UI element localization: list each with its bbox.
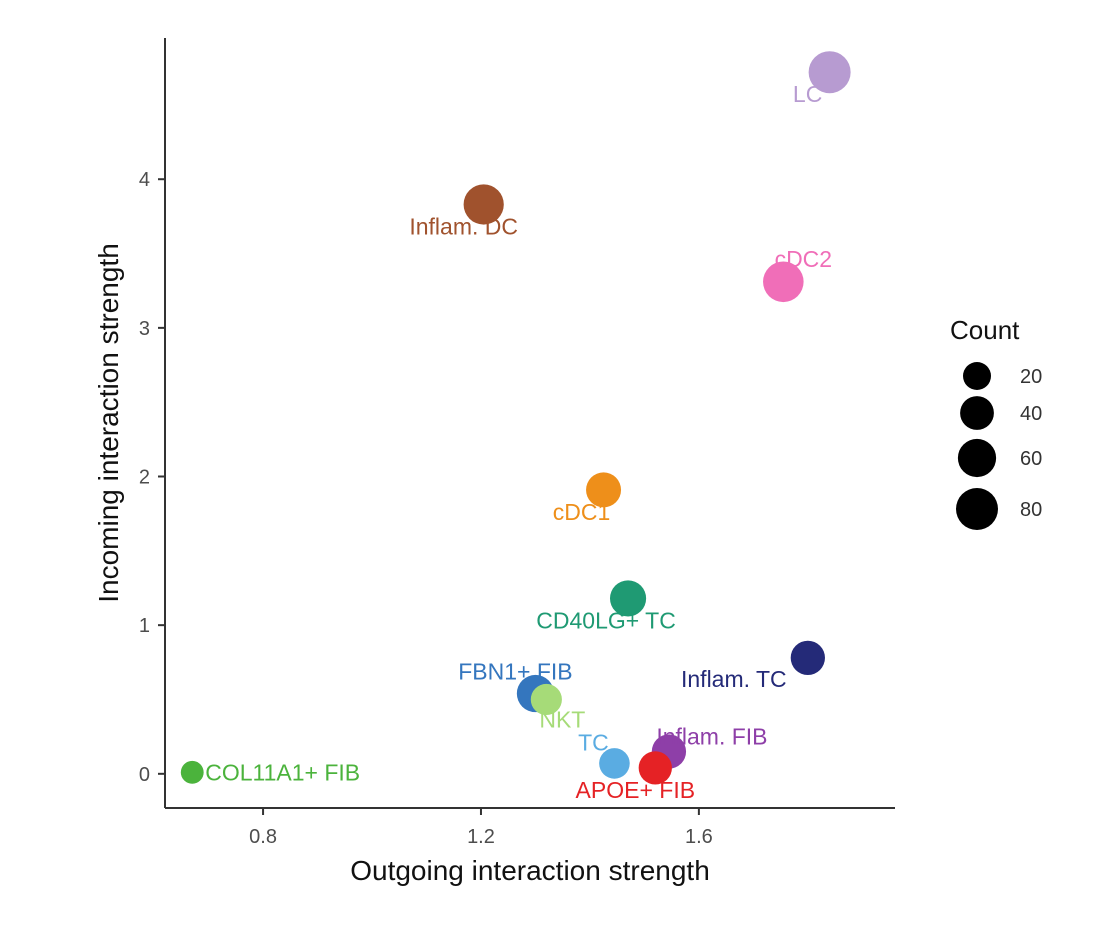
y-tick-label: 3 — [139, 318, 150, 340]
size-legend: Count 20 40 60 80 — [950, 315, 1042, 530]
legend-title: Count — [950, 315, 1020, 345]
x-tick-label: 1.6 — [685, 826, 713, 848]
label-lc: LC — [793, 81, 822, 107]
legend-label: 40 — [1020, 403, 1042, 425]
point-cdc2 — [763, 261, 804, 303]
legend-circle — [956, 488, 998, 530]
label-col11a1-fib: COL11A1+ FIB — [205, 759, 360, 785]
y-tick-label: 2 — [139, 467, 150, 489]
point-col11a1-fib — [180, 760, 204, 784]
legend-circle — [957, 438, 997, 478]
point-labels: LC Inflam. DC cDC2 cDC1 CD40LG+ TC Inflam. TC… — [205, 81, 832, 803]
legend-circle — [963, 362, 991, 390]
axes — [164, 38, 895, 809]
legend-label: 20 — [1020, 366, 1042, 388]
label-nkt: NKT — [539, 706, 585, 732]
point-inflam-dc — [463, 184, 504, 225]
x-tick-label: 0.8 — [249, 826, 277, 848]
y-tick-label: 0 — [139, 764, 150, 786]
legend-circle — [960, 396, 994, 430]
axis-ticks: 0.8 1.2 1.6 0 1 2 3 4 — [139, 169, 713, 848]
legend-label: 60 — [1020, 448, 1042, 470]
label-tc: TC — [578, 729, 609, 755]
label-fbn1-fib: FBN1+ FIB — [458, 659, 572, 685]
x-axis-title: Outgoing interaction strength — [350, 855, 710, 886]
point-cd40lg-tc — [609, 580, 647, 617]
point-apoe-fib — [638, 751, 672, 785]
data-points — [180, 51, 851, 785]
point-lc — [808, 51, 851, 94]
point-nkt — [530, 683, 562, 716]
y-tick-label: 4 — [139, 169, 150, 191]
point-inflam-tc — [790, 640, 825, 676]
label-inflam-dc: Inflam. DC — [409, 213, 518, 239]
label-inflam-fib: Inflam. FIB — [656, 724, 767, 750]
point-tc — [599, 748, 630, 779]
x-tick-label: 1.2 — [467, 826, 495, 848]
y-axis-title: Incoming interaction strength — [93, 243, 124, 603]
legend-label: 80 — [1020, 499, 1042, 521]
label-cd40lg-tc: CD40LG+ TC — [536, 607, 676, 633]
point-cdc1 — [586, 472, 622, 508]
label-apoe-fib: APOE+ FIB — [576, 777, 696, 803]
label-inflam-tc: Inflam. TC — [681, 666, 787, 692]
label-cdc2: cDC2 — [775, 246, 833, 272]
label-cdc1: cDC1 — [553, 499, 611, 525]
y-tick-label: 1 — [139, 615, 150, 637]
